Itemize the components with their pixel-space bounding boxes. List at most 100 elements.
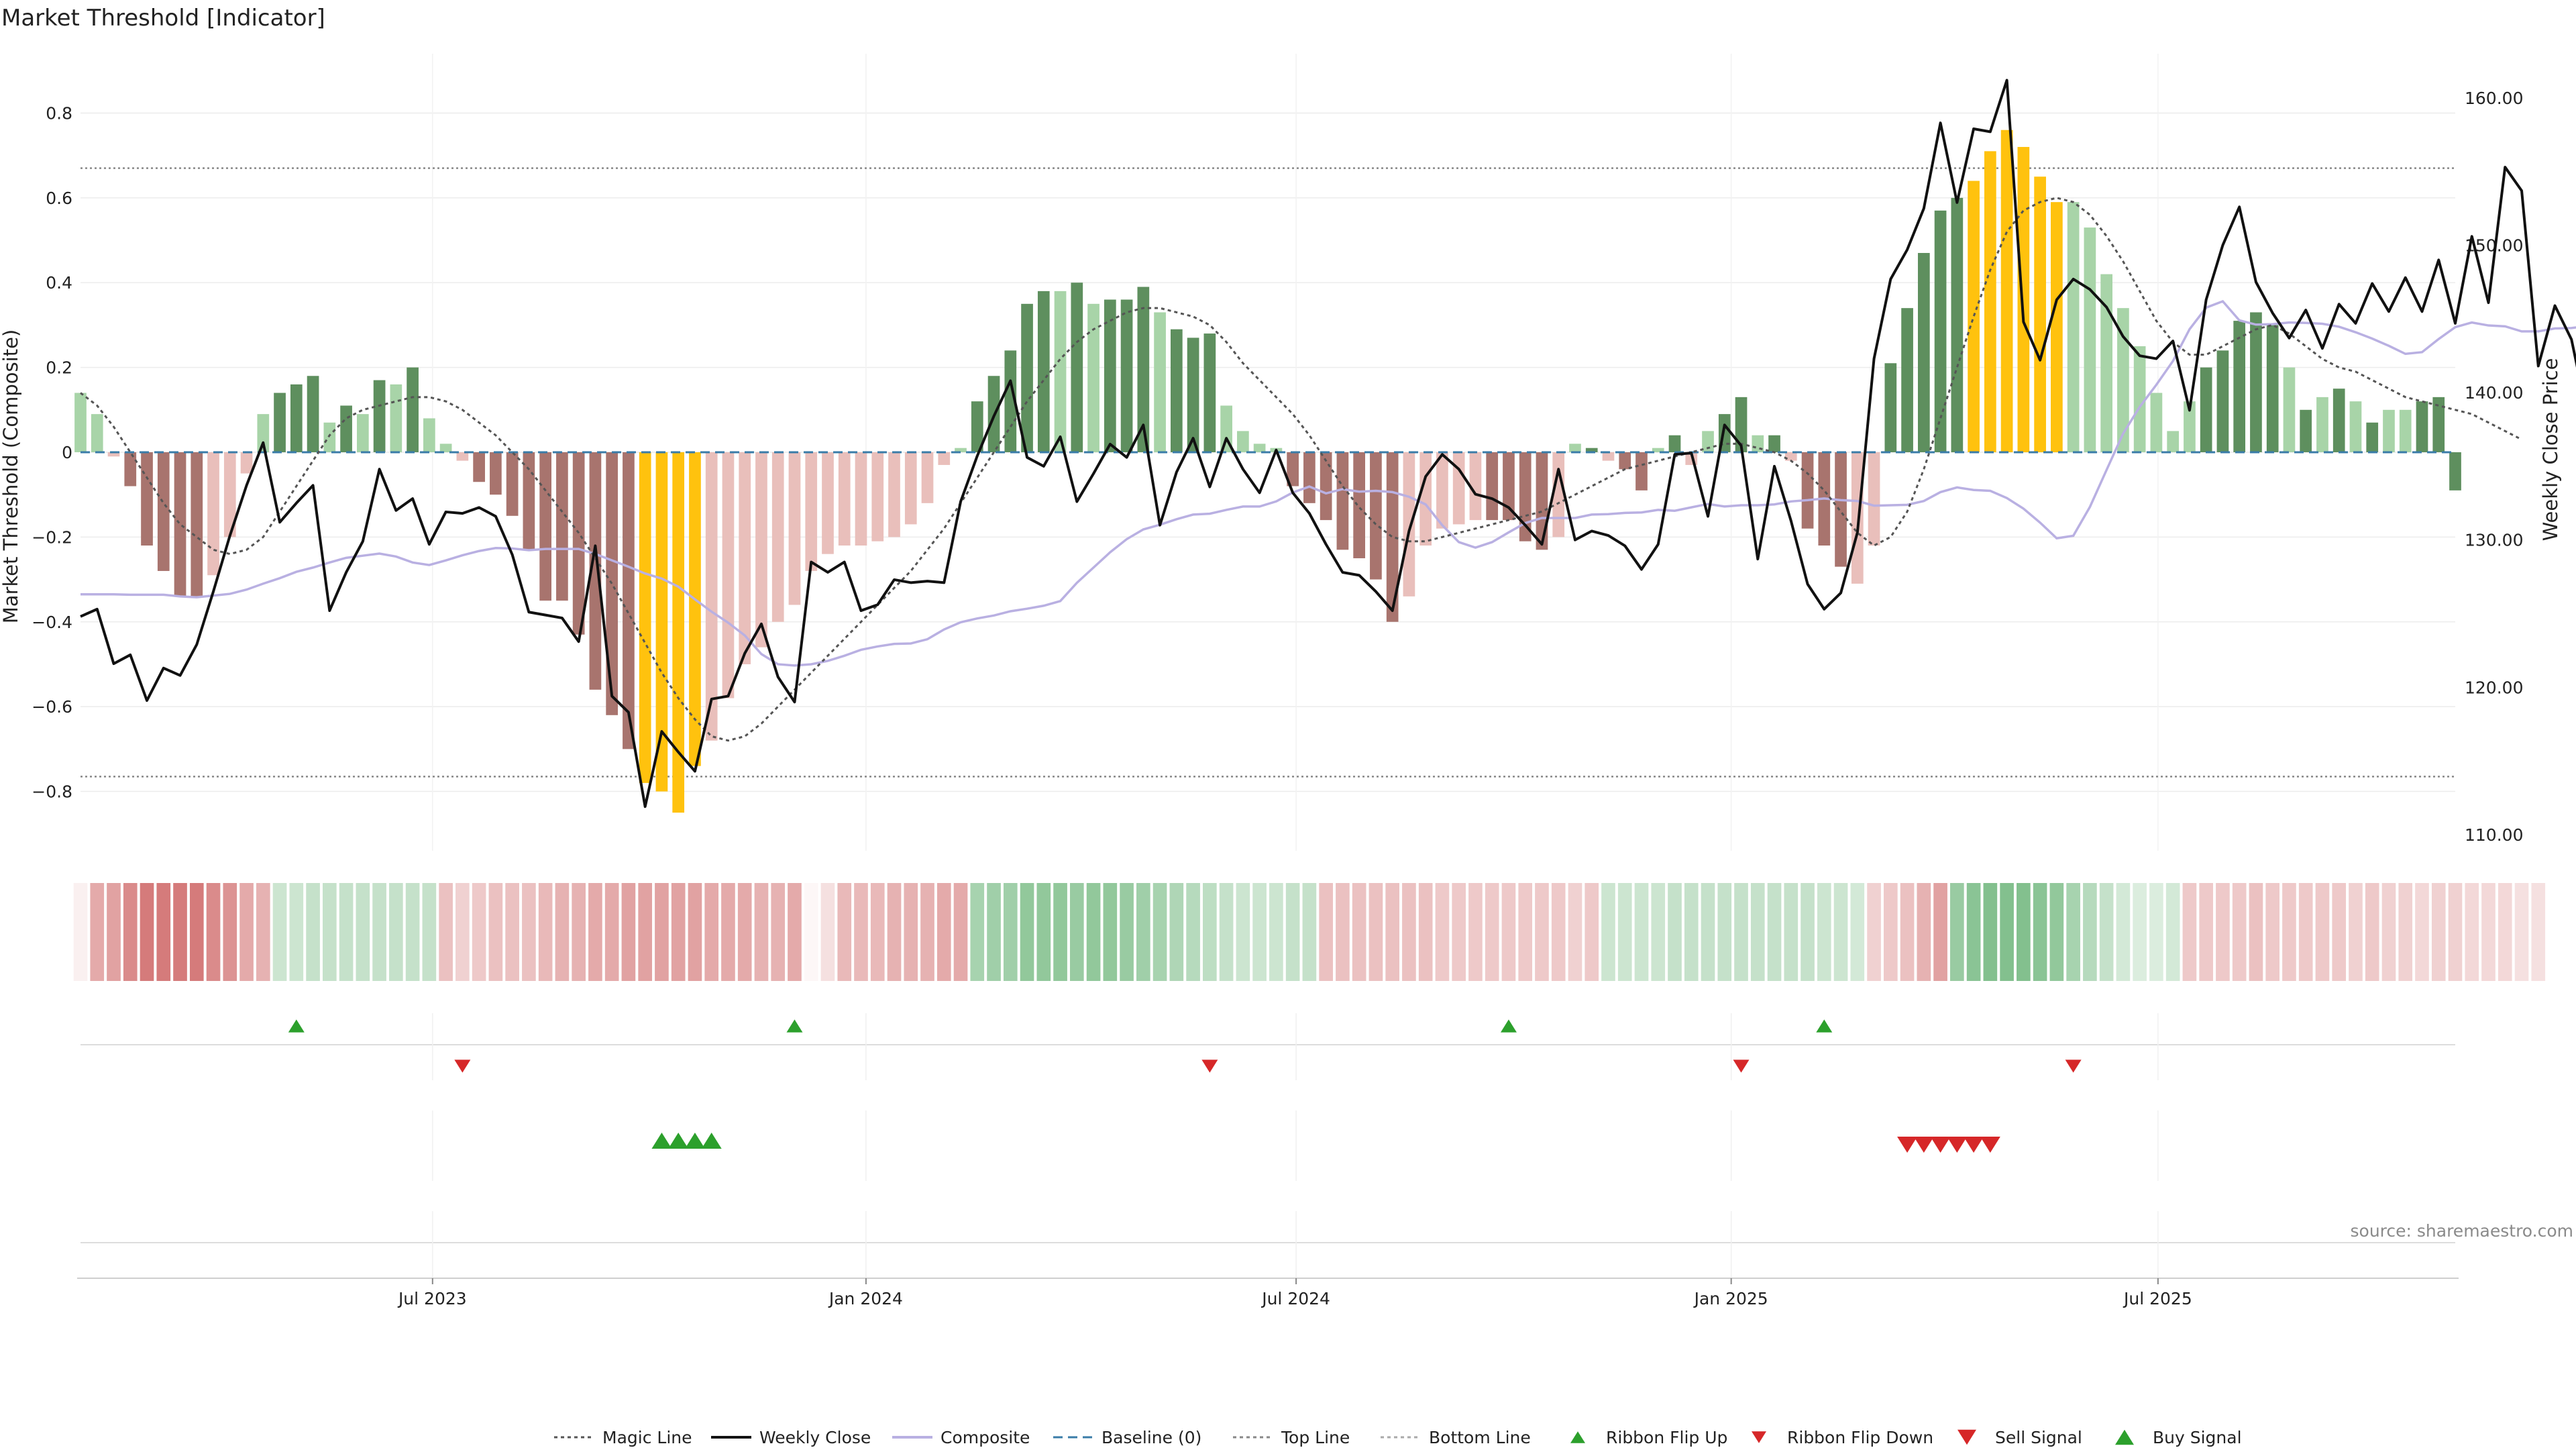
ribbon-cell xyxy=(1601,883,1615,981)
composite-bar xyxy=(2184,401,2196,452)
composite-bar xyxy=(1004,350,1017,452)
composite-bar xyxy=(157,452,170,571)
composite-bar xyxy=(307,376,319,452)
ribbon-cell xyxy=(2099,883,2114,981)
ribbon-cell xyxy=(1883,883,1898,981)
sell-signal-marker xyxy=(1947,1137,1968,1153)
ribbon-cell xyxy=(804,883,818,981)
sell-signal-marker xyxy=(1964,1137,1984,1153)
composite-bar xyxy=(2416,401,2428,452)
ribbon-cell xyxy=(339,883,354,981)
composite-bar xyxy=(340,405,352,452)
composite-bar xyxy=(74,393,87,452)
ribbon-cell xyxy=(1801,883,1815,981)
composite-bar xyxy=(1619,452,1631,470)
buy-signal-marker xyxy=(651,1133,672,1149)
composite-bar xyxy=(124,452,137,486)
y2-axis-label: Weekly Close Price xyxy=(2539,358,2562,541)
composite-bar xyxy=(888,452,900,537)
ribbon-cell xyxy=(1900,883,1915,981)
composite-bar xyxy=(1702,431,1714,452)
composite-bar xyxy=(689,452,701,766)
ribbon-cell xyxy=(472,883,486,981)
ribbon-cell xyxy=(1568,883,1582,981)
ribbon-cell xyxy=(1352,883,1366,981)
ribbon-cell xyxy=(588,883,602,981)
composite-bar xyxy=(1452,452,1465,525)
ribbon-cell xyxy=(73,883,88,981)
ribbon-cell xyxy=(422,883,437,981)
ribbon-cell xyxy=(1701,883,1715,981)
ribbon-cell xyxy=(2365,883,2379,981)
y2-tick-label: 160.00 xyxy=(2465,89,2523,108)
legend-label: Ribbon Flip Down xyxy=(1787,1428,1933,1447)
composite-bar xyxy=(2034,176,2046,452)
ribbon-cell xyxy=(920,883,934,981)
ribbon-flip-down-marker xyxy=(1733,1059,1750,1073)
ribbon-cell xyxy=(2232,883,2247,981)
composite-bar xyxy=(1835,452,1847,567)
composite-bar xyxy=(523,452,535,550)
composite-bar xyxy=(838,452,851,546)
ribbon-cell xyxy=(1120,883,1134,981)
composite-bar xyxy=(2366,422,2379,452)
ribbon-cell xyxy=(788,883,802,981)
ribbon-cell xyxy=(1585,883,1599,981)
x-tick-label: Jul 2023 xyxy=(397,1289,467,1308)
ribbon-cell xyxy=(2298,883,2313,981)
ribbon-cell xyxy=(239,883,254,981)
ribbon-cell xyxy=(2000,883,2014,981)
composite-bar xyxy=(655,452,668,792)
composite-bar xyxy=(1436,452,1448,529)
ribbon-cell xyxy=(1668,883,1682,981)
y2-tick-label: 120.00 xyxy=(2465,678,2523,697)
ribbon-cell xyxy=(572,883,586,981)
chart-title: Market Threshold [Indicator] xyxy=(1,5,325,32)
ribbon-cell xyxy=(1385,883,1399,981)
ribbon-cell xyxy=(2216,883,2230,981)
ribbon-cell xyxy=(2133,883,2147,981)
composite-bar xyxy=(274,393,286,452)
composite-bar xyxy=(207,452,219,576)
ribbon-cell xyxy=(754,883,769,981)
composite-bar xyxy=(1486,452,1499,521)
ribbon-cell xyxy=(2282,883,2296,981)
ribbon-cell xyxy=(1983,883,1998,981)
ribbon-cell xyxy=(1069,883,1084,981)
ribbon-cell xyxy=(1236,883,1250,981)
ribbon-cell xyxy=(1252,883,1267,981)
ribbon-cell xyxy=(1169,883,1184,981)
composite-bar xyxy=(2399,409,2412,452)
composite-bar xyxy=(2150,393,2163,452)
composite-bar xyxy=(456,452,469,461)
composite-bar xyxy=(2000,129,2013,452)
ribbon-cell xyxy=(820,883,835,981)
ribbon-cell xyxy=(1103,883,1118,981)
ribbon-cell xyxy=(1402,883,1416,981)
composite-bar xyxy=(1984,151,1996,452)
composite-bar xyxy=(2017,147,2030,452)
composite-bar xyxy=(174,452,186,597)
ribbon-cell xyxy=(90,883,105,981)
ribbon-cell xyxy=(1535,883,1549,981)
buy-signal-marker xyxy=(684,1133,705,1149)
ribbon-cell xyxy=(140,883,154,981)
ribbon-cell xyxy=(1086,883,1101,981)
composite-bar xyxy=(2200,367,2212,452)
ribbon-cell xyxy=(1917,883,1931,981)
composite-bar xyxy=(506,452,519,516)
composite-bar xyxy=(1536,452,1548,550)
ribbon-cell xyxy=(488,883,503,981)
legend-label: Baseline (0) xyxy=(1102,1428,1201,1447)
ribbon-cell xyxy=(356,883,370,981)
legend-label: Composite xyxy=(941,1428,1030,1447)
composite-bar xyxy=(1519,452,1532,541)
y-tick-label: −0.2 xyxy=(32,527,72,547)
ribbon-cell xyxy=(1734,883,1748,981)
ribbon-cell xyxy=(1036,883,1051,981)
composite-bar xyxy=(1768,435,1780,452)
composite-bar xyxy=(623,452,635,749)
ribbon-cell xyxy=(189,883,204,981)
composite-bar xyxy=(589,452,602,690)
composite-bar xyxy=(955,448,967,452)
